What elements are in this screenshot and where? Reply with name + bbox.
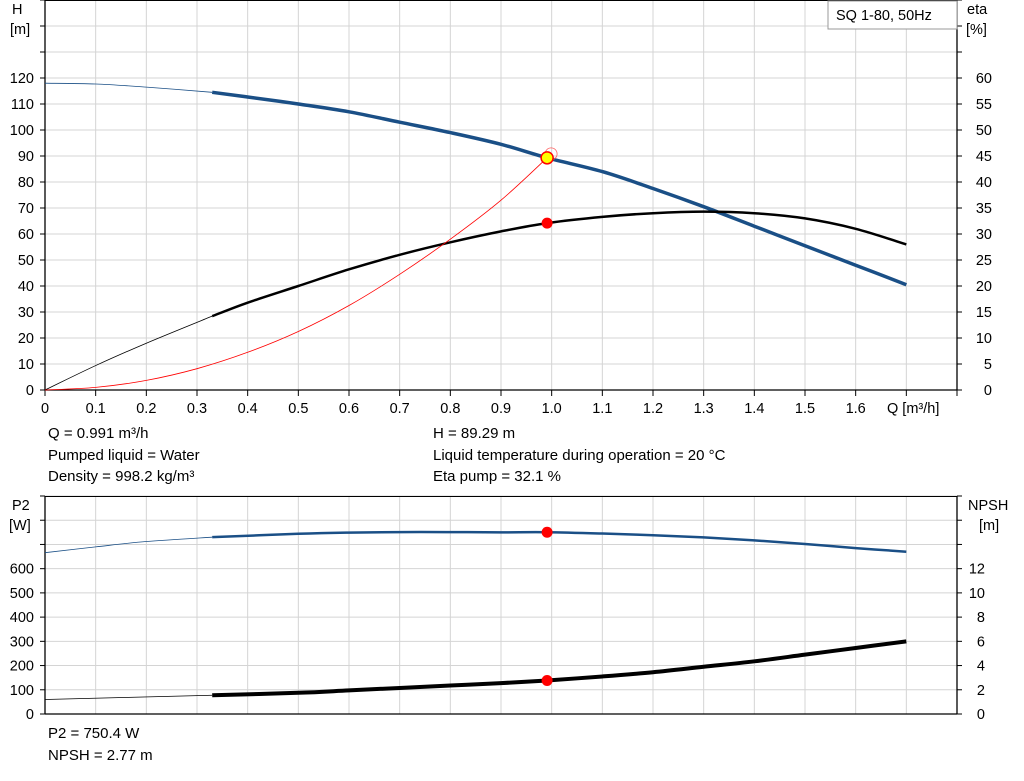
h-curve-extension xyxy=(44,82,213,93)
y-tick-label-right: 45 xyxy=(976,149,992,165)
eta-curve-extension xyxy=(44,315,213,391)
p2-curve xyxy=(212,530,907,553)
axes xyxy=(40,0,962,715)
y-tick-label-left: 50 xyxy=(18,253,34,269)
duty-point-p2 xyxy=(541,526,553,538)
eta-curve xyxy=(211,210,907,318)
eta-axis-title: eta xyxy=(967,2,988,18)
h-curve xyxy=(211,90,907,287)
info-p2: P2 = 750.4 W xyxy=(48,725,140,742)
x-tick-label: 1.1 xyxy=(592,401,612,417)
y-tick-label-right: 35 xyxy=(976,201,992,217)
y-tick-label-left: 110 xyxy=(11,97,34,113)
x-tick-label: 0.4 xyxy=(238,401,258,417)
y-tick-label-right: 4 xyxy=(977,659,985,675)
y-tick-label-right: 30 xyxy=(976,227,992,243)
y-tick-label-right: 20 xyxy=(976,279,992,295)
system-curve xyxy=(44,157,548,391)
y-tick-label-right: 0 xyxy=(977,707,985,723)
x-tick-label: 0.2 xyxy=(136,401,156,417)
duty-point-eta xyxy=(541,217,553,229)
x-tick-label: 1.0 xyxy=(542,401,562,417)
npsh-curve xyxy=(212,639,907,698)
p2-axis-unit: [W] xyxy=(9,518,31,534)
y-tick-label-left: 600 xyxy=(10,562,34,578)
x-tick-label: 0.3 xyxy=(187,401,207,417)
eta-axis-unit: [%] xyxy=(966,22,987,38)
tick-labels: 0 0.1 0.2 0.3 0.4 0.5 0.6 0.7 0.8 0.9 1.0 1.1 1.2 1.3… xyxy=(10,71,992,723)
y-tick-label-left: 100 xyxy=(10,683,34,699)
x-tick-label: 0.9 xyxy=(491,401,511,417)
y-tick-label-right: 60 xyxy=(976,71,992,87)
y-tick-label-left: 0 xyxy=(26,707,34,723)
x-tick-label: 0.1 xyxy=(86,401,106,417)
info-h: H = 89.29 m xyxy=(433,425,516,442)
info-eta: Eta pump = 32.1 % xyxy=(433,468,561,485)
y-tick-label-left: 10 xyxy=(18,357,34,373)
x-tick-label: 0.5 xyxy=(288,401,308,417)
top-grid xyxy=(44,0,958,391)
info-npsh: NPSH = 2.77 m xyxy=(48,747,153,764)
x-tick-label: 1.2 xyxy=(643,401,663,417)
x-tick-label: 0.8 xyxy=(440,401,460,417)
y-tick-label-right: 25 xyxy=(976,253,992,269)
y-tick-label-right: 12 xyxy=(969,562,985,578)
info-q: Q = 0.991 m³/h xyxy=(48,425,149,442)
y-tick-label-left: 90 xyxy=(18,149,34,165)
x-tick-label: 1.5 xyxy=(795,401,815,417)
x-tick-label: 0.6 xyxy=(339,401,359,417)
h-axis-unit: [m] xyxy=(10,22,30,38)
y-tick-label-right: 0 xyxy=(984,383,992,399)
x-tick-label: 0 xyxy=(41,401,49,417)
y-tick-label-left: 0 xyxy=(26,383,34,399)
y-tick-label-left: 500 xyxy=(10,586,34,602)
y-tick-label-right: 6 xyxy=(977,634,985,650)
x-tick-label: 0.7 xyxy=(390,401,410,417)
p2-curve-extension xyxy=(44,536,213,554)
y-tick-label-left: 400 xyxy=(10,610,34,626)
y-tick-label-left: 60 xyxy=(18,227,34,243)
x-tick-label: 1.4 xyxy=(744,401,764,417)
info-liquid: Pumped liquid = Water xyxy=(48,447,200,464)
x-tick-label: 1.6 xyxy=(846,401,866,417)
y-tick-label-right: 55 xyxy=(976,97,992,113)
x-tick-label: 1.3 xyxy=(694,401,714,417)
y-tick-label-left: 30 xyxy=(18,305,34,321)
npsh-axis-unit: [m] xyxy=(979,518,999,534)
y-tick-label-left: 120 xyxy=(10,71,34,87)
y-tick-label-right: 2 xyxy=(977,683,985,699)
y-tick-label-right: 10 xyxy=(976,331,992,347)
y-tick-label-right: 5 xyxy=(984,357,992,373)
model-label: SQ 1-80, 50Hz xyxy=(836,8,932,24)
duty-point-h xyxy=(540,151,554,165)
model-label-box xyxy=(827,0,958,30)
y-tick-label-left: 200 xyxy=(10,659,34,675)
npsh-curve-extension xyxy=(44,694,213,700)
duty-point-npsh xyxy=(541,674,553,686)
y-tick-label-left: 80 xyxy=(18,175,34,191)
npsh-axis-title: NPSH xyxy=(968,498,1008,514)
y-tick-label-right: 8 xyxy=(977,610,985,626)
curves xyxy=(44,82,907,700)
y-tick-label-left: 300 xyxy=(10,634,34,650)
y-tick-label-right: 50 xyxy=(976,123,992,139)
y-tick-label-right: 10 xyxy=(969,586,985,602)
h-axis-title: H xyxy=(12,2,22,18)
p2-axis-title: P2 xyxy=(12,498,30,514)
q-axis-title: Q [m³/h] xyxy=(887,401,939,417)
y-tick-label-left: 100 xyxy=(10,123,34,139)
info-density: Density = 998.2 kg/m³ xyxy=(48,468,195,485)
y-tick-label-left: 40 xyxy=(18,279,34,295)
y-tick-label-left: 70 xyxy=(18,201,34,217)
info-temp: Liquid temperature during operation = 20… xyxy=(433,447,726,464)
y-tick-label-right: 40 xyxy=(976,175,992,191)
y-tick-label-left: 20 xyxy=(18,331,34,347)
y-tick-label-right: 15 xyxy=(976,305,992,321)
